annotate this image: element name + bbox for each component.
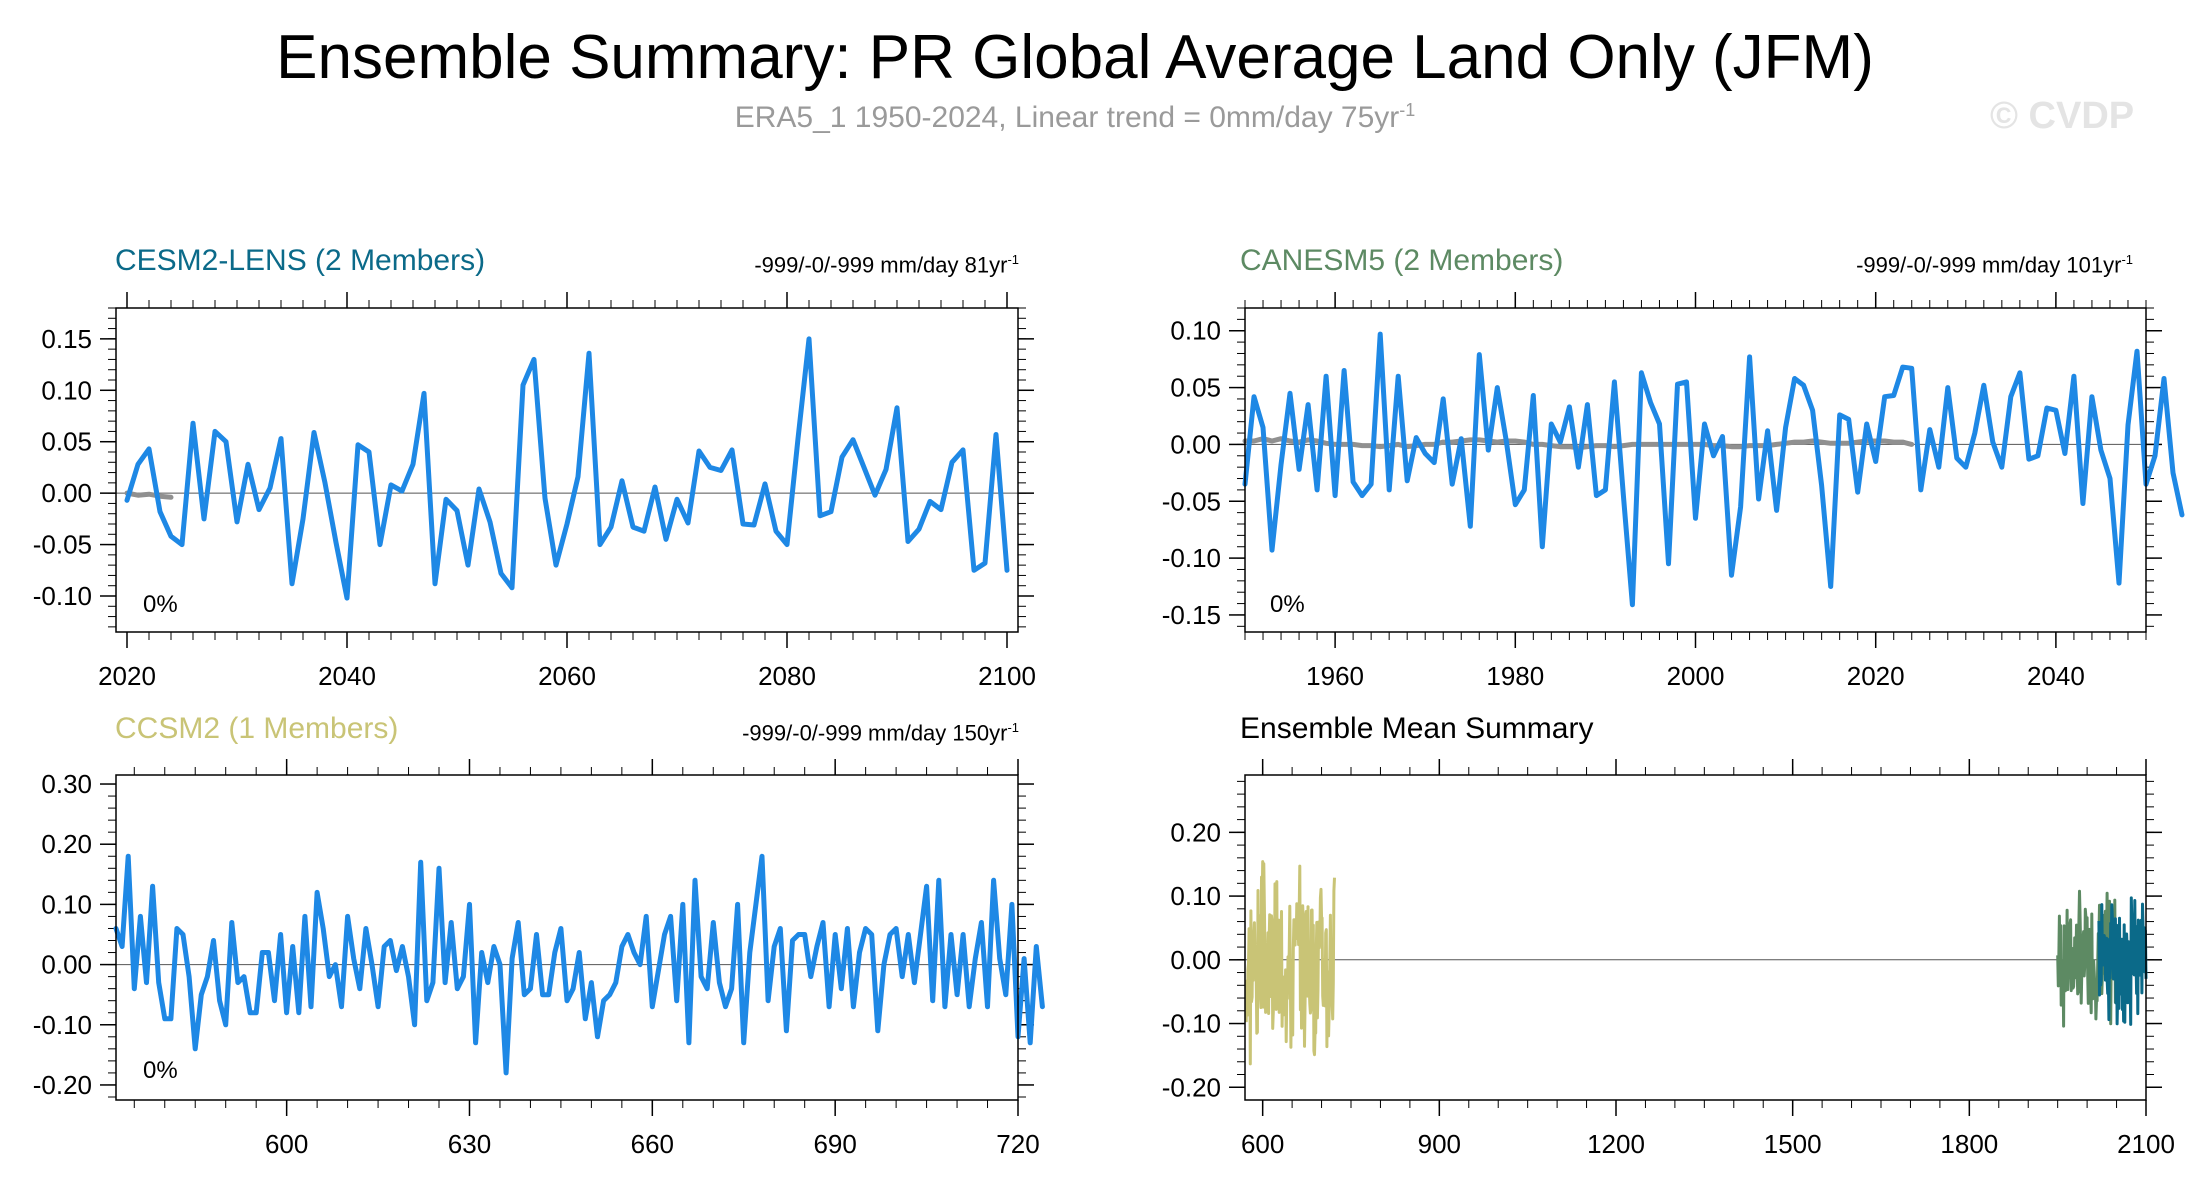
minor-ticks bbox=[1237, 300, 2154, 640]
minor-ticks bbox=[108, 767, 1026, 1108]
subtitle-text: ERA5_1 1950-2024, Linear trend = 0mm/day… bbox=[734, 101, 1400, 134]
y-tick-label: 0.00 bbox=[41, 478, 92, 508]
x-tick-label: 2100 bbox=[978, 661, 1036, 691]
panel-trend-canesm5: -999/-0/-999 mm/day 101yr-1 bbox=[1856, 252, 2133, 278]
y-tick-label: 0.05 bbox=[41, 427, 92, 457]
percent-label: 0% bbox=[143, 591, 178, 618]
trend-exp-cesm2: -1 bbox=[1007, 252, 1019, 267]
watermark: © CVDP bbox=[1990, 95, 2135, 137]
y-tick-label: 0.20 bbox=[1170, 817, 1221, 847]
series-line-canesm5 bbox=[2056, 889, 2119, 1028]
panel-trend-ccsm2: -999/-0/-999 mm/day 150yr-1 bbox=[742, 720, 1019, 746]
y-tick-label: -0.05 bbox=[1162, 486, 1221, 516]
trend-text-ccsm2: -999/-0/-999 mm/day 150yr bbox=[742, 720, 1008, 746]
x-tick-label: 2100 bbox=[2117, 1129, 2175, 1159]
panel-title-ensemble-mean: Ensemble Mean Summary bbox=[1240, 712, 1594, 745]
y-tick-label: -0.10 bbox=[33, 1010, 92, 1040]
y-tick-label: 0.30 bbox=[41, 769, 92, 799]
plot-frame bbox=[1244, 307, 2147, 633]
series-line-ccsm2 bbox=[1244, 860, 1336, 1066]
subtitle: ERA5_1 1950-2024, Linear trend = 0mm/day… bbox=[0, 100, 2150, 135]
minor-ticks bbox=[1237, 767, 2154, 1108]
percent-label: 0% bbox=[1270, 591, 1305, 618]
x-tick-label: 690 bbox=[813, 1129, 856, 1159]
chart-panel-2: 1960 1980 2000 2020 2040 -0.15 -0.10 -0.05 0.00 0… bbox=[1162, 292, 2185, 691]
y-tick-label: 0.15 bbox=[41, 324, 92, 354]
trend-exp-ccsm2: -1 bbox=[1007, 720, 1019, 735]
chart-panel-1: 2020 2040 2060 2080 2100 -0.10 -0.05 0.00 0.05 0.… bbox=[33, 292, 1036, 691]
ensemble-series-line bbox=[1242, 331, 2185, 608]
x-tick-label: 600 bbox=[1241, 1129, 1284, 1159]
y-tick-label: 0.10 bbox=[1170, 316, 1221, 346]
y-tick-label: 0.20 bbox=[41, 829, 92, 859]
plot-frame bbox=[115, 774, 1019, 1101]
ensemble-series-line bbox=[124, 336, 1010, 601]
panel-title-canesm5: CANESM5 (2 Members) bbox=[1240, 244, 1564, 277]
trend-text-canesm5: -999/-0/-999 mm/day 101yr bbox=[1856, 252, 2122, 278]
plot-frame bbox=[115, 307, 1019, 633]
x-tick-label: 2020 bbox=[98, 661, 156, 691]
x-tick-label: 1500 bbox=[1764, 1129, 1822, 1159]
x-tick-label: 1980 bbox=[1486, 661, 1544, 691]
y-tick-label: 0.00 bbox=[1170, 945, 1221, 975]
x-tick-label: 900 bbox=[1418, 1129, 1461, 1159]
x-tick-label: 630 bbox=[448, 1129, 491, 1159]
panel-title-cesm2: CESM2-LENS (2 Members) bbox=[115, 244, 486, 277]
chart-panel-3: 600 630 660 690 720 -0.20 -0.10 0.00 0.10 0.20 0.3… bbox=[33, 759, 1045, 1159]
x-tick-label: 720 bbox=[996, 1129, 1039, 1159]
y-tick-label: -0.10 bbox=[33, 581, 92, 611]
x-tick-label: 600 bbox=[265, 1129, 308, 1159]
percent-label: 0% bbox=[143, 1057, 178, 1084]
y-tick-label: -0.10 bbox=[1162, 543, 1221, 573]
chart-panel-4: 600 900 1200 1500 1800 2100 -0.20 -0.10 0.00 0.10… bbox=[1162, 759, 2175, 1159]
y-tick-label: 0.10 bbox=[1170, 881, 1221, 911]
x-tick-label: 1960 bbox=[1306, 661, 1364, 691]
reference-series-line bbox=[1242, 436, 1915, 451]
x-tick-label: 2000 bbox=[1667, 661, 1725, 691]
y-tick-label: -0.20 bbox=[1162, 1072, 1221, 1102]
y-tick-label: 0.10 bbox=[41, 375, 92, 405]
y-tick-label: -0.15 bbox=[1162, 600, 1221, 630]
panel-trend-cesm2: -999/-0/-999 mm/day 81yr-1 bbox=[754, 252, 1019, 278]
x-tick-label: 660 bbox=[631, 1129, 674, 1159]
y-tick-label: -0.05 bbox=[33, 530, 92, 560]
y-tick-label: 0.00 bbox=[1170, 429, 1221, 459]
ensemble-series-line bbox=[113, 853, 1045, 1076]
y-tick-label: 0.05 bbox=[1170, 373, 1221, 403]
x-tick-label: 2020 bbox=[1847, 661, 1905, 691]
x-tick-label: 2060 bbox=[538, 661, 596, 691]
x-tick-label: 1800 bbox=[1940, 1129, 1998, 1159]
trend-exp-canesm5: -1 bbox=[2121, 252, 2133, 267]
trend-text-cesm2: -999/-0/-999 mm/day 81yr bbox=[754, 252, 1008, 278]
x-tick-label: 2080 bbox=[758, 661, 816, 691]
reference-series-line bbox=[124, 490, 174, 500]
x-tick-label: 2040 bbox=[318, 661, 376, 691]
y-tick-label: -0.10 bbox=[1162, 1009, 1221, 1039]
main-title: Ensemble Summary: PR Global Average Land… bbox=[276, 23, 1874, 92]
y-tick-label: -0.20 bbox=[33, 1070, 92, 1100]
y-tick-label: 0.00 bbox=[41, 950, 92, 980]
x-tick-label: 1200 bbox=[1587, 1129, 1645, 1159]
series-line-cesm2-lens bbox=[2097, 896, 2148, 1026]
panel-title-ccsm2: CCSM2 (1 Members) bbox=[115, 712, 399, 745]
x-tick-label: 2040 bbox=[2027, 661, 2085, 691]
plot-frame bbox=[1244, 774, 2147, 1101]
y-tick-label: 0.10 bbox=[41, 889, 92, 919]
subtitle-exponent: -1 bbox=[1399, 100, 1416, 120]
